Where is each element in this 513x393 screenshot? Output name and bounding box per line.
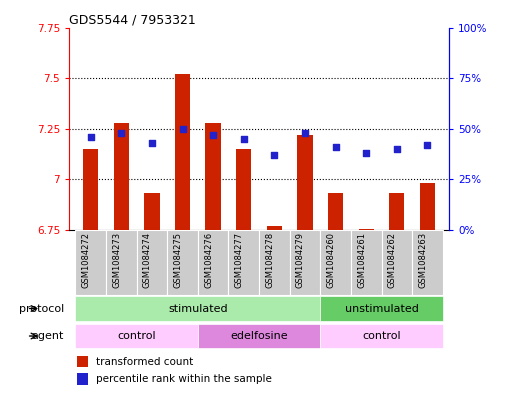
- Text: agent: agent: [32, 331, 64, 341]
- Text: GSM1084277: GSM1084277: [235, 232, 244, 288]
- Text: GSM1084262: GSM1084262: [388, 232, 397, 288]
- Text: GSM1084278: GSM1084278: [265, 232, 274, 288]
- Text: GSM1084263: GSM1084263: [419, 232, 427, 288]
- Text: stimulated: stimulated: [168, 303, 228, 314]
- Bar: [267, 226, 282, 230]
- Bar: [420, 184, 435, 230]
- Text: GSM1084272: GSM1084272: [82, 232, 91, 288]
- Text: GSM1084261: GSM1084261: [357, 232, 366, 288]
- Text: control: control: [362, 331, 401, 341]
- Point: [301, 130, 309, 136]
- Bar: [320, 296, 443, 321]
- Text: GSM1084260: GSM1084260: [327, 232, 336, 288]
- Bar: [236, 149, 251, 230]
- Text: GSM1084279: GSM1084279: [296, 232, 305, 288]
- Point: [393, 146, 401, 152]
- Bar: [136, 230, 167, 295]
- Text: GSM1084275: GSM1084275: [173, 232, 183, 288]
- Bar: [351, 230, 382, 295]
- Bar: [320, 230, 351, 295]
- Point: [87, 134, 95, 140]
- Text: GDS5544 / 7953321: GDS5544 / 7953321: [69, 13, 196, 26]
- Bar: [198, 324, 320, 348]
- Text: percentile rank within the sample: percentile rank within the sample: [96, 374, 272, 384]
- Point: [270, 152, 279, 158]
- Text: control: control: [117, 331, 156, 341]
- Bar: [298, 135, 312, 230]
- Bar: [106, 230, 136, 295]
- Text: GSM1084276: GSM1084276: [204, 232, 213, 288]
- Point: [423, 142, 431, 148]
- Bar: [328, 193, 343, 230]
- Bar: [167, 230, 198, 295]
- Bar: [382, 230, 412, 295]
- Bar: [259, 230, 290, 295]
- Point: [179, 125, 187, 132]
- Text: GSM1084274: GSM1084274: [143, 232, 152, 288]
- Point: [117, 130, 125, 136]
- Bar: [320, 324, 443, 348]
- Bar: [228, 230, 259, 295]
- Point: [148, 140, 156, 146]
- Bar: [206, 123, 221, 230]
- Point: [209, 132, 217, 138]
- Point: [331, 144, 340, 150]
- Bar: [389, 193, 404, 230]
- Bar: [83, 149, 98, 230]
- Bar: [77, 356, 88, 367]
- Point: [362, 150, 370, 156]
- Point: [240, 136, 248, 142]
- Text: unstimulated: unstimulated: [345, 303, 419, 314]
- Bar: [359, 229, 374, 230]
- Bar: [290, 230, 320, 295]
- Text: GSM1084273: GSM1084273: [112, 232, 121, 288]
- Bar: [175, 74, 190, 230]
- Text: edelfosine: edelfosine: [230, 331, 288, 341]
- Text: transformed count: transformed count: [96, 356, 193, 367]
- Bar: [75, 230, 106, 295]
- Text: protocol: protocol: [19, 303, 64, 314]
- Bar: [114, 123, 129, 230]
- Bar: [144, 193, 160, 230]
- Bar: [77, 373, 88, 385]
- Bar: [412, 230, 443, 295]
- Bar: [75, 296, 320, 321]
- Bar: [75, 324, 198, 348]
- Bar: [198, 230, 228, 295]
